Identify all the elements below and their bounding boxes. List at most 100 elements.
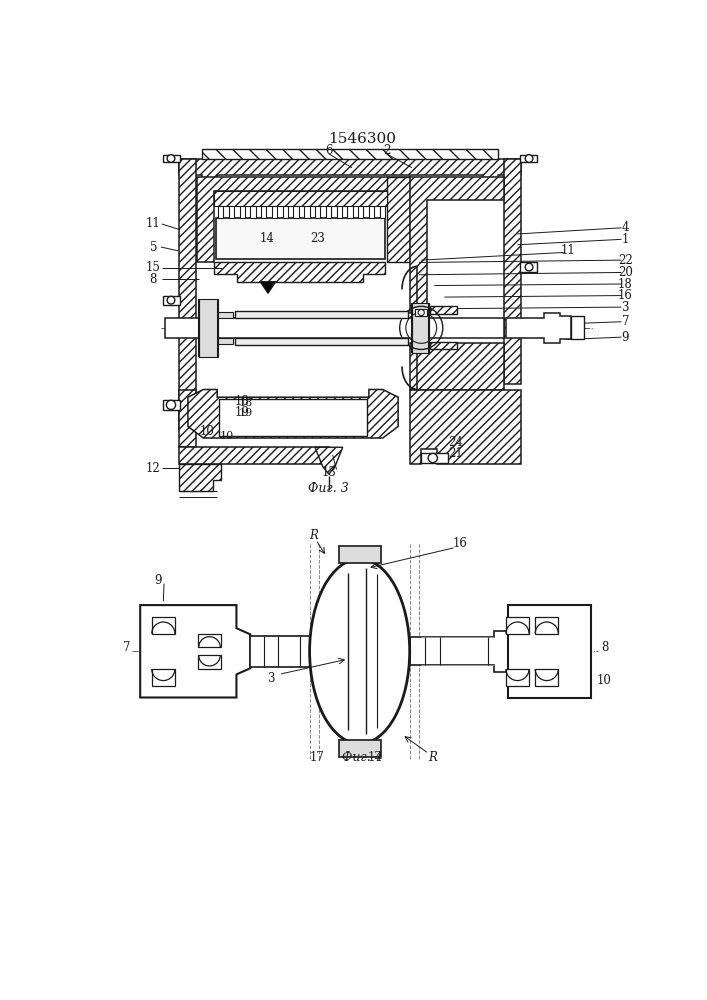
Polygon shape xyxy=(235,338,408,345)
Polygon shape xyxy=(272,206,277,218)
Polygon shape xyxy=(188,389,398,438)
Polygon shape xyxy=(198,634,221,647)
Text: 18: 18 xyxy=(618,278,633,291)
Polygon shape xyxy=(218,399,368,436)
Polygon shape xyxy=(216,218,385,259)
Polygon shape xyxy=(235,311,408,318)
Polygon shape xyxy=(315,447,343,474)
Polygon shape xyxy=(240,206,245,218)
Circle shape xyxy=(418,309,424,316)
Text: 18: 18 xyxy=(238,398,253,408)
Polygon shape xyxy=(179,158,196,430)
Polygon shape xyxy=(218,312,233,318)
Text: 4: 4 xyxy=(621,221,629,234)
Polygon shape xyxy=(250,636,310,667)
Polygon shape xyxy=(315,206,320,218)
Polygon shape xyxy=(326,206,331,218)
Circle shape xyxy=(166,400,175,410)
Polygon shape xyxy=(431,342,457,349)
Polygon shape xyxy=(201,149,498,158)
Polygon shape xyxy=(152,617,175,634)
Polygon shape xyxy=(260,282,276,293)
Bar xyxy=(339,546,381,563)
Polygon shape xyxy=(506,617,529,634)
Circle shape xyxy=(525,263,533,271)
Polygon shape xyxy=(179,447,329,464)
Text: 3: 3 xyxy=(621,301,629,314)
Text: 10: 10 xyxy=(200,425,215,438)
Text: 18: 18 xyxy=(235,395,249,408)
Polygon shape xyxy=(504,158,521,384)
Polygon shape xyxy=(261,206,267,218)
Polygon shape xyxy=(140,605,250,698)
Polygon shape xyxy=(506,312,571,343)
Polygon shape xyxy=(179,158,521,182)
Polygon shape xyxy=(506,669,529,686)
Text: 22: 22 xyxy=(618,254,633,267)
Text: 21: 21 xyxy=(448,447,463,460)
Text: 11: 11 xyxy=(560,244,575,257)
Polygon shape xyxy=(358,206,363,218)
Polygon shape xyxy=(380,206,385,218)
Polygon shape xyxy=(347,206,353,218)
Text: 7: 7 xyxy=(122,641,130,654)
Polygon shape xyxy=(520,155,537,162)
Text: Фиг. 3: Фиг. 3 xyxy=(308,482,349,495)
Text: 9: 9 xyxy=(154,574,162,587)
Polygon shape xyxy=(409,389,521,464)
Bar xyxy=(199,299,218,357)
Polygon shape xyxy=(535,617,559,634)
Text: 13: 13 xyxy=(322,466,337,479)
Polygon shape xyxy=(369,206,374,218)
Text: 1: 1 xyxy=(621,233,629,246)
Polygon shape xyxy=(337,206,342,218)
Polygon shape xyxy=(520,262,537,272)
Polygon shape xyxy=(179,464,221,491)
Text: 1546300: 1546300 xyxy=(328,132,396,146)
Text: 8: 8 xyxy=(601,641,608,654)
Circle shape xyxy=(428,453,438,463)
Polygon shape xyxy=(218,338,233,344)
Polygon shape xyxy=(571,316,585,339)
Polygon shape xyxy=(508,605,590,698)
Bar xyxy=(339,740,381,757)
Text: 5: 5 xyxy=(151,241,158,254)
Polygon shape xyxy=(214,191,387,206)
Polygon shape xyxy=(304,206,310,218)
Text: 17: 17 xyxy=(310,751,325,764)
Polygon shape xyxy=(152,669,175,686)
Text: 8: 8 xyxy=(150,273,157,286)
Polygon shape xyxy=(198,655,221,669)
Text: 9: 9 xyxy=(621,331,629,344)
Polygon shape xyxy=(283,206,288,218)
Ellipse shape xyxy=(310,559,409,744)
Text: 24: 24 xyxy=(448,436,463,449)
Text: 2: 2 xyxy=(383,144,390,157)
Text: 16: 16 xyxy=(452,537,467,550)
Polygon shape xyxy=(421,453,448,463)
Polygon shape xyxy=(163,296,180,305)
Circle shape xyxy=(167,296,175,304)
Text: 19: 19 xyxy=(238,408,253,418)
Polygon shape xyxy=(179,389,196,447)
Polygon shape xyxy=(387,177,409,262)
Polygon shape xyxy=(214,262,385,282)
Polygon shape xyxy=(197,177,409,262)
Text: 19: 19 xyxy=(235,406,250,419)
Text: R: R xyxy=(309,529,318,542)
Text: 10: 10 xyxy=(219,431,233,441)
Text: 12: 12 xyxy=(146,462,160,475)
Circle shape xyxy=(525,155,533,162)
Text: R: R xyxy=(428,751,437,764)
Text: 16: 16 xyxy=(618,289,633,302)
Polygon shape xyxy=(409,177,504,312)
Polygon shape xyxy=(409,631,508,672)
Polygon shape xyxy=(431,306,457,314)
Text: 3: 3 xyxy=(267,672,275,685)
Text: 23: 23 xyxy=(310,232,325,245)
Polygon shape xyxy=(409,343,504,389)
Text: Фиг. 4: Фиг. 4 xyxy=(342,751,383,764)
Text: 17: 17 xyxy=(368,751,382,764)
Polygon shape xyxy=(218,206,223,218)
Circle shape xyxy=(167,155,175,162)
